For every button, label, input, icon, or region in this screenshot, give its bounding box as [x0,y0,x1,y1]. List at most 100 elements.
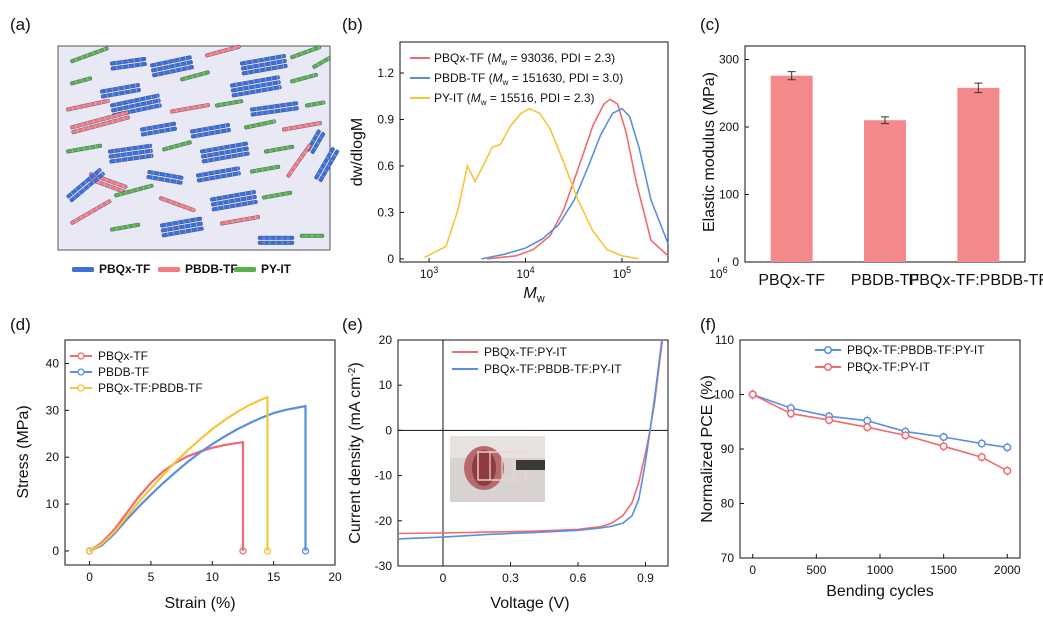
rod-segment [250,164,281,174]
rod-divider [121,111,124,116]
rod-divider [115,159,117,163]
rod-divider [306,146,310,149]
rod-divider [157,72,159,77]
rod-divider [321,175,325,178]
x-tick-label: 1500 [930,563,957,577]
rod-divider [220,102,222,107]
rod-divider [296,161,300,164]
rod-divider [115,186,117,191]
rod-divider [148,184,150,189]
rod-divider [252,64,254,69]
rod-divider [129,84,131,89]
rod-divider [213,125,215,130]
schematic-rod [220,215,260,226]
rod-divider [184,224,186,229]
rod-divider [173,58,175,63]
rod-divider [75,57,78,62]
y-tick-label: 10 [379,378,393,392]
rod-divider [202,177,204,182]
bar [770,75,813,262]
rod-divider [88,126,90,130]
rod-divider [123,85,125,90]
rod-divider [258,63,260,68]
rod-divider [157,98,159,103]
y-tick-label: -10 [375,469,393,483]
rod-divider [132,151,134,156]
rod-divider [162,66,164,70]
y-tick-label: 80 [721,497,735,511]
panel-letter-f: (f) [700,315,716,334]
rod-divider [311,122,313,127]
rod-divider [81,78,83,83]
rod-divider [187,66,189,70]
y-axis-title: dw/dlogM [349,118,366,186]
rod-divider [236,153,239,158]
rod-segment [290,45,322,60]
rod-divider [295,78,297,82]
rod-divider [122,106,124,110]
rod-divider [314,134,319,137]
rod-divider [219,124,221,129]
rod-divider [279,192,281,197]
legend-text: PY-IT ( [434,91,471,105]
rod-segment [215,99,244,108]
bar [864,120,906,262]
rod-divider [77,105,79,110]
rod-divider [103,47,106,52]
rod-divider [152,104,155,109]
rod-divider [301,76,303,81]
rod-divider [144,96,147,101]
rod-divider [167,146,169,150]
rod-divider [327,56,330,61]
rod-divider [333,154,337,157]
rod-divider [226,128,228,133]
rod-divider [79,184,83,188]
rod-divider [173,144,175,149]
rod-divider [330,159,334,162]
rod-divider [287,145,289,150]
rod-divider [272,86,274,91]
schematic-rod [162,140,192,152]
y-tick-label: 0.3 [377,205,394,219]
rod-segment [196,166,240,178]
rod-divider [247,80,249,85]
schematic-rod [262,190,293,200]
schematic-rod [196,166,241,183]
rod-divider [80,215,83,220]
rod-divider [259,68,261,73]
rod-divider [210,52,212,56]
rod-divider [264,62,266,67]
rod-divider [229,144,231,149]
rod-divider [217,206,219,211]
rod-divider [100,123,102,127]
rod-divider [110,115,112,119]
rod-divider [193,105,195,110]
rod-divider [149,144,151,148]
rod-divider [219,156,221,161]
rod-divider [86,53,89,58]
y-tick-label: 0.9 [377,112,394,126]
rod-divider [126,152,128,157]
rod-divider [85,212,88,217]
rod-divider [240,197,242,202]
rod-divider [202,71,205,76]
rod-divider [251,195,254,200]
schematic-rod [70,76,93,86]
rod-divider [121,158,123,162]
rod-divider [230,149,232,154]
rod-divider [169,69,171,74]
schematic-legend-label: PBDB-TF [185,262,238,276]
rod-divider [202,132,204,137]
rod-divider [247,70,249,75]
series-marker [786,409,795,418]
rod-divider [213,157,215,162]
schematic-rod [244,119,276,130]
rod-divider [153,170,155,175]
schematic-rod [299,233,325,238]
rod-divider [152,175,154,180]
rod-divider [253,69,255,74]
rod-divider [123,116,125,121]
rod-divider [243,91,245,96]
